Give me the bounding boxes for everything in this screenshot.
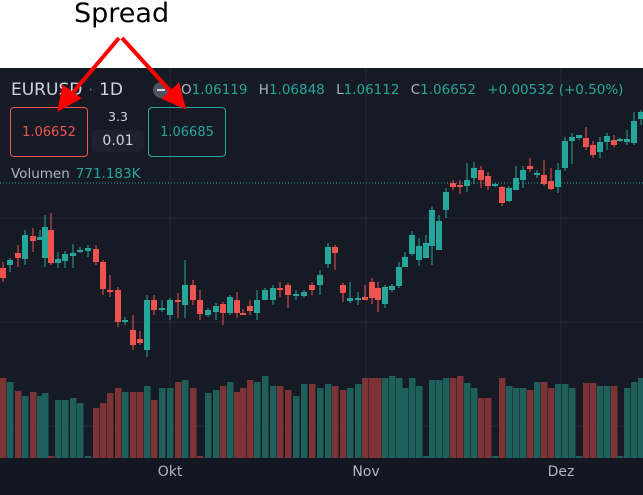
low-value: 1.06112	[343, 82, 400, 98]
time-axis[interactable]: Okt Nov Dez	[0, 458, 643, 495]
spread-annotation-label: Spread	[74, 0, 170, 29]
candlestick-plot[interactable]	[0, 68, 643, 458]
timeframe-label[interactable]: 1D	[99, 80, 124, 100]
high-key: H	[258, 82, 269, 98]
separator: ·	[88, 81, 94, 99]
open-value: 1.06119	[191, 82, 248, 98]
time-axis-label: Dez	[547, 464, 575, 480]
quantity-input[interactable]: 0.01	[92, 130, 144, 152]
time-axis-label: Nov	[352, 464, 380, 480]
volume-legend: Volumen 771.183K	[11, 166, 140, 182]
low-key: L	[336, 82, 344, 98]
sell-button[interactable]: 1.06652	[10, 107, 88, 157]
chart-pane[interactable]: EURUSD · 1D O1.06119 H1.06848 L1.06112 C…	[0, 68, 643, 495]
annotation-area: Spread	[0, 0, 643, 68]
high-value: 1.06848	[268, 82, 325, 98]
collapse-legend-icon[interactable]	[153, 82, 170, 98]
ohlc-values: O1.06119 H1.06848 L1.06112 C1.06652 +0.0…	[181, 82, 630, 98]
close-key: C	[410, 82, 421, 98]
open-key: O	[181, 82, 192, 98]
buy-button[interactable]: 1.06685	[148, 107, 226, 157]
volume-value: 771.183K	[75, 166, 141, 182]
spread-value: 3.3	[108, 109, 128, 124]
time-axis-label: Okt	[157, 464, 183, 480]
close-value: 1.06652	[420, 82, 476, 98]
symbol-label[interactable]: EURUSD	[11, 80, 83, 100]
volume-label: Volumen	[11, 166, 70, 182]
spread-display: 3.3 0.01	[92, 108, 144, 152]
change-value: +0.00532 (+0.50%)	[487, 82, 624, 98]
legend-header: EURUSD · 1D O1.06119 H1.06848 L1.06112 C…	[11, 80, 630, 100]
